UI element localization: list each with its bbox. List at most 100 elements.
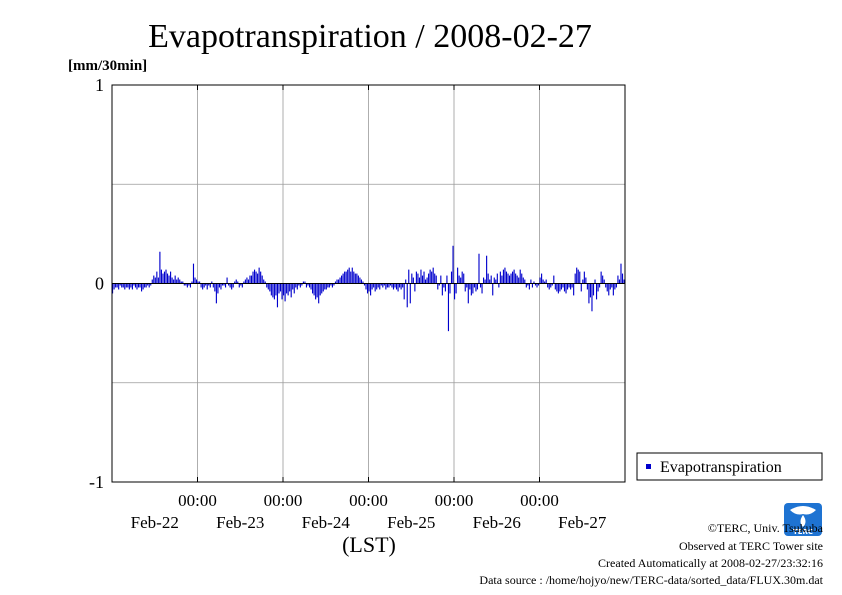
bar-70 <box>218 283 221 288</box>
bar-201 <box>418 277 421 284</box>
bar-180 <box>386 283 388 288</box>
bar-167 <box>366 283 369 294</box>
bar-166 <box>365 283 367 290</box>
bar-29 <box>156 271 158 284</box>
x-time-label-2: 00:00 <box>264 491 303 510</box>
bar-265 <box>516 275 518 284</box>
bar-135 <box>318 283 320 304</box>
bar-42 <box>176 279 178 284</box>
bar-308 <box>582 279 584 284</box>
bar-289 <box>553 275 555 284</box>
bar-190 <box>402 283 404 288</box>
bar-8 <box>124 283 126 290</box>
bar-110 <box>279 283 282 292</box>
bar-114 <box>286 283 288 294</box>
bar-322 <box>603 279 605 284</box>
bar-111 <box>281 283 283 300</box>
bar-263 <box>513 269 515 284</box>
bar-61 <box>205 283 207 286</box>
bar-17 <box>137 283 140 288</box>
bar-150 <box>341 275 343 284</box>
bar-25 <box>150 283 152 286</box>
bar-87 <box>244 279 246 284</box>
bar-5 <box>119 283 121 286</box>
bar-60 <box>203 283 205 288</box>
bar-312 <box>588 283 590 304</box>
bar-309 <box>583 271 585 284</box>
bar-171 <box>373 283 375 288</box>
bar-100 <box>264 281 266 284</box>
bar-220 <box>447 283 450 332</box>
bar-140 <box>325 283 327 290</box>
bar-223 <box>452 245 454 284</box>
bar-107 <box>275 283 277 296</box>
bar-151 <box>342 273 344 284</box>
bar-137 <box>321 283 323 294</box>
bar-254 <box>499 271 501 284</box>
bar-20 <box>142 283 144 290</box>
x-axis-label: (LST) <box>342 532 396 557</box>
bar-326 <box>609 283 611 290</box>
bar-181 <box>388 283 390 288</box>
bar-286 <box>548 283 550 290</box>
bar-186 <box>395 283 398 290</box>
bar-142 <box>328 283 330 288</box>
bar-302 <box>573 283 575 296</box>
logo-text: TERC <box>793 528 813 536</box>
bar-257 <box>504 267 506 284</box>
bar-46 <box>182 281 184 284</box>
bar-169 <box>370 283 372 296</box>
bar-211 <box>434 273 436 284</box>
bar-35 <box>165 269 167 284</box>
bar-63 <box>208 283 210 286</box>
x-time-label-4: 00:00 <box>435 491 474 510</box>
bar-145 <box>333 283 335 286</box>
bar-292 <box>557 283 559 294</box>
bar-10 <box>127 283 129 288</box>
bar-188 <box>399 283 401 288</box>
bar-259 <box>507 273 509 284</box>
bar-230 <box>463 273 465 284</box>
bar-290 <box>554 283 556 290</box>
x-date-label-1: Feb-23 <box>216 513 264 532</box>
bar-4 <box>118 283 120 290</box>
bar-136 <box>319 283 321 296</box>
bar-202 <box>420 269 422 284</box>
bar-328 <box>612 283 614 296</box>
bar-113 <box>284 283 286 302</box>
bar-305 <box>577 269 579 284</box>
bar-327 <box>611 283 613 288</box>
bar-122 <box>298 283 300 286</box>
bar-269 <box>522 277 524 284</box>
bar-194 <box>408 269 410 284</box>
bar-200 <box>417 273 419 284</box>
bar-207 <box>428 273 430 284</box>
y-axis-unit: [mm/30min] <box>68 58 147 74</box>
bar-36 <box>166 273 169 284</box>
bar-88 <box>246 277 248 284</box>
bar-192 <box>405 279 407 284</box>
x-time-label-3: 00:00 <box>349 491 388 510</box>
bar-127 <box>305 283 308 288</box>
bar-62 <box>206 283 208 290</box>
bar-198 <box>414 283 416 292</box>
bar-51 <box>189 283 191 288</box>
bar-288 <box>551 283 553 286</box>
bar-84 <box>240 283 242 286</box>
bar-231 <box>464 283 466 292</box>
bar-162 <box>359 277 361 284</box>
bar-250 <box>493 277 495 284</box>
bar-158 <box>353 271 355 284</box>
bar-41 <box>174 275 176 284</box>
x-date-label-5: Feb-27 <box>558 513 607 532</box>
bar-266 <box>518 277 520 284</box>
bar-320 <box>600 271 602 284</box>
bar-117 <box>290 283 292 298</box>
bar-222 <box>450 271 453 284</box>
bar-199 <box>415 271 417 284</box>
bar-123 <box>299 283 301 288</box>
plot-frame <box>111 84 626 483</box>
bar-253 <box>498 283 500 288</box>
bar-124 <box>301 283 303 286</box>
bar-141 <box>327 283 329 288</box>
